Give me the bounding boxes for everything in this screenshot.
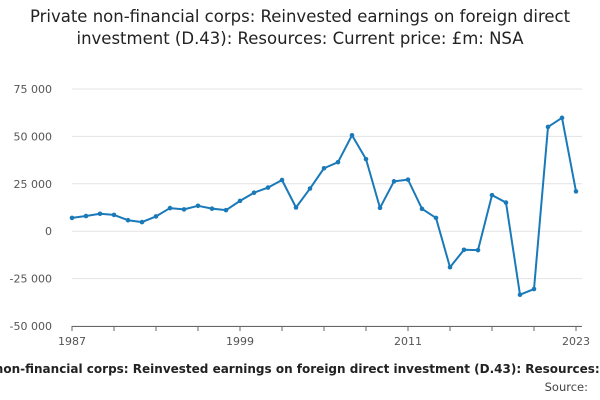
data-point[interactable] [279,177,285,183]
data-point[interactable] [545,124,551,130]
data-point[interactable] [181,207,187,212]
data-point[interactable] [223,207,229,213]
x-tick-label: 1999 [226,335,254,348]
data-point[interactable] [321,165,327,171]
data-point[interactable] [307,186,313,191]
y-tick-label: 0 [45,225,52,238]
data-point[interactable] [573,189,579,194]
data-point[interactable] [237,198,243,204]
x-tick-label: 1987 [58,335,86,348]
data-point[interactable] [69,215,75,221]
x-axis: 1987 1999 2011 2023 [58,326,590,348]
y-tick-label: 25 000 [14,178,53,191]
data-point[interactable] [433,215,439,221]
data-point[interactable] [377,205,383,211]
data-point[interactable] [391,179,397,184]
data-point[interactable] [167,205,173,211]
data-point[interactable] [531,286,537,292]
data-point[interactable] [209,206,215,211]
data-point[interactable] [335,159,341,165]
data-point[interactable] [251,190,257,196]
footer-label-text: Private non-financial corps: Reinvested … [0,362,600,376]
chart-title: Private non-financial corps: Reinvested … [29,7,571,48]
data-point[interactable] [83,213,89,219]
y-tick-label: 50 000 [14,130,53,143]
data-point[interactable] [97,211,103,217]
series-layer [69,115,579,298]
data-point[interactable] [111,212,117,218]
data-point[interactable] [153,214,159,219]
data-point[interactable] [265,185,271,190]
data-point[interactable] [349,132,355,138]
data-point[interactable] [461,247,467,253]
data-point[interactable] [559,115,565,121]
data-point[interactable] [447,264,453,270]
data-point[interactable] [517,292,523,298]
data-point[interactable] [503,200,509,205]
data-point[interactable] [419,206,425,212]
data-point[interactable] [293,205,299,210]
data-point[interactable] [363,156,369,162]
y-tick-label: -25 000 [10,273,52,286]
data-point[interactable] [125,217,131,223]
y-tick-label: -50 000 [10,320,52,333]
data-point[interactable] [489,192,495,198]
data-point[interactable] [139,219,145,225]
y-axis: -50 000 -25 000 0 25 000 50 000 75 000 [10,83,52,333]
x-tick-label: 2011 [394,335,422,348]
chart-source: Source: [544,380,588,394]
data-point[interactable] [195,203,201,209]
chart-footer-label: Private non-financial corps: Reinvested … [0,362,600,376]
series-line [71,116,577,296]
x-tick-label: 2023 [562,335,590,348]
data-point[interactable] [405,177,411,182]
y-tick-label: 75 000 [14,83,53,96]
gridlines [72,88,582,327]
data-point[interactable] [475,247,481,253]
